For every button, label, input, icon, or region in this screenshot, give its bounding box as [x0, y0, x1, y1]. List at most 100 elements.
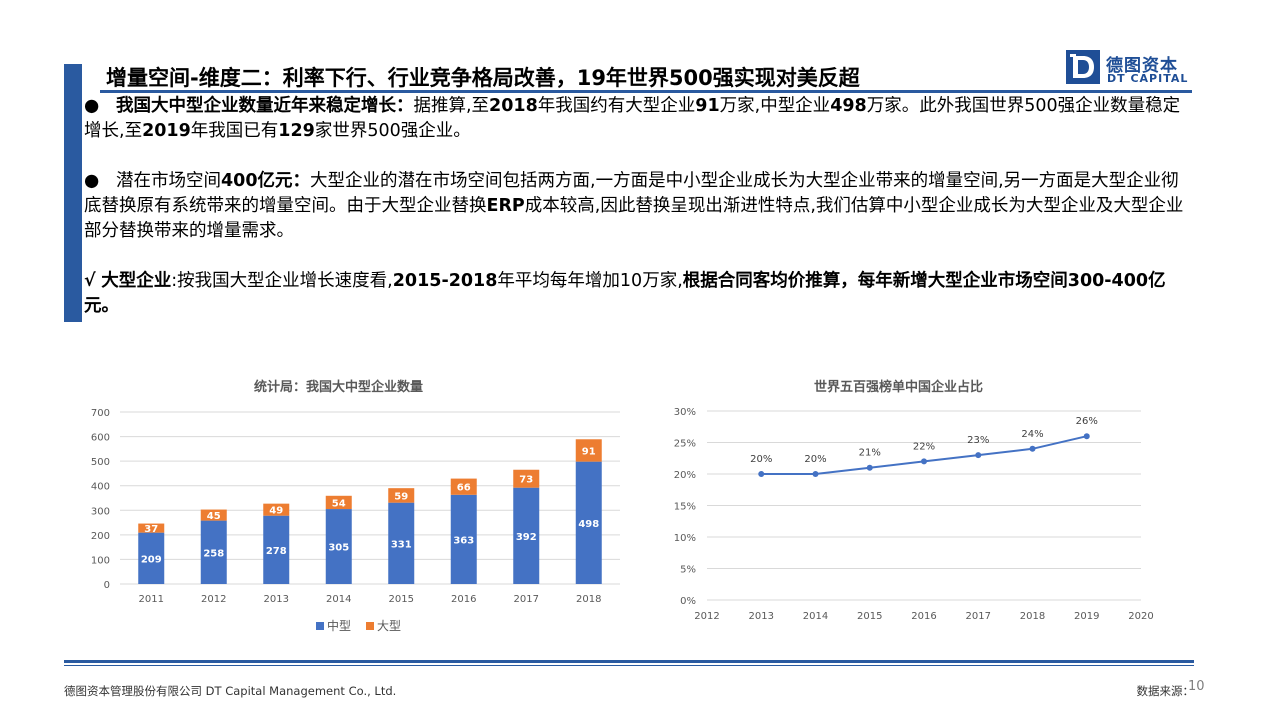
- y-tick-label: 100: [91, 555, 110, 566]
- text-run: :按我国大型企业增长速度看,: [171, 271, 393, 291]
- bar-value-label: 498: [578, 519, 599, 530]
- text-run: 万家,中型企业: [719, 96, 831, 116]
- data-point: [1029, 445, 1036, 452]
- logo-text-en: DT CAPITAL: [1107, 72, 1189, 85]
- bar-value-label: 66: [457, 483, 471, 494]
- legend-label: 中型: [327, 618, 351, 633]
- text-run: 家世界500强企业。: [314, 121, 471, 141]
- x-tick-label: 2016: [911, 611, 936, 622]
- paragraph-large-enterprise: √ 大型企业:按我国大型企业增长速度看,2015-2018年平均每年增加10万家…: [84, 269, 1190, 319]
- bar-medium: [388, 502, 415, 584]
- x-tick-label: 2020: [1128, 611, 1153, 622]
- bold-run: 大型企业: [101, 271, 172, 291]
- text-run: 年平均每年增加10万家,: [497, 271, 683, 291]
- x-tick-label: 2019: [1074, 611, 1099, 622]
- footer-company: 德图资本管理股份有限公司 DT Capital Management Co., …: [64, 684, 397, 698]
- data-label: 21%: [859, 448, 881, 459]
- bold-run: 400亿元：: [220, 171, 311, 191]
- paragraph-enterprise-count: ● 我国大中型企业数量近年来稳定增长：据推算,至2018年我国约有大型企业91万…: [84, 94, 1190, 144]
- bar-value-label: 305: [328, 543, 349, 554]
- footer-rule: [64, 660, 1194, 663]
- bold-run: 2019: [142, 121, 191, 141]
- y-tick-label: 400: [91, 482, 110, 493]
- y-tick-label: 20%: [674, 470, 696, 481]
- text-run: 万家。此外我国世界500强企业数量稳定增长,至: [84, 96, 1181, 141]
- data-label: 20%: [750, 454, 772, 465]
- x-tick-label: 2015: [857, 611, 882, 622]
- text-run: 据推算,至: [413, 96, 490, 116]
- bar-medium: [263, 515, 290, 584]
- check-mark: √: [84, 271, 96, 291]
- bar-value-label: 363: [453, 535, 474, 546]
- bar-value-label: 278: [266, 546, 287, 557]
- bar-value-label: 54: [332, 498, 346, 509]
- bar-large: [263, 503, 290, 516]
- text-run: 成本较高,因此替换呈现出渐进性特点,我们估算中小型企业成长为大型企业及大型企业部…: [84, 196, 1184, 241]
- x-tick-label: 2018: [1020, 611, 1045, 622]
- data-point: [975, 452, 982, 459]
- text-run: 大型企业的潜在市场空间包括两方面,一方面是中小型企业成长为大型企业带来的增量空间…: [84, 171, 1179, 216]
- x-tick-label: 2011: [139, 594, 164, 605]
- bar-medium: [138, 532, 165, 584]
- x-tick-label: 2015: [389, 594, 414, 605]
- bar-large: [513, 469, 540, 488]
- data-point: [866, 464, 873, 471]
- bar-medium: [450, 494, 477, 584]
- x-tick-label: 2012: [201, 594, 226, 605]
- x-tick-label: 2016: [451, 594, 476, 605]
- data-point: [1083, 433, 1090, 440]
- legend-swatch: [316, 622, 324, 630]
- x-tick-label: 2014: [803, 611, 828, 622]
- left-accent-bar: [64, 64, 82, 322]
- bullet: ●: [84, 96, 100, 116]
- bar-medium: [575, 461, 602, 584]
- y-tick-label: 300: [91, 506, 110, 517]
- data-label: 20%: [804, 454, 826, 465]
- lead-text: 我国大中型企业数量近年来稳定增长：: [115, 96, 414, 116]
- y-tick-label: 600: [91, 433, 110, 444]
- bar-large: [138, 523, 165, 533]
- y-tick-label: 5%: [680, 565, 696, 576]
- x-tick-label: 2014: [326, 594, 351, 605]
- bar-large: [575, 439, 602, 462]
- x-tick-label: 2017: [514, 594, 539, 605]
- bar-large: [200, 509, 227, 521]
- bar-value-label: 392: [516, 532, 537, 543]
- bar-chart-title: 统计局：我国大中型企业数量: [254, 380, 424, 395]
- bar-value-label: 209: [141, 554, 162, 565]
- data-label: 26%: [1076, 416, 1098, 427]
- y-tick-label: 25%: [674, 439, 696, 450]
- bar-value-label: 37: [144, 524, 158, 535]
- data-point: [921, 458, 927, 465]
- data-point: [812, 471, 819, 477]
- y-tick-label: 0: [104, 580, 110, 591]
- bar-chart: 0 100 200 300 400 500 600 700 209 37 2011 258 45 2012…: [91, 408, 620, 633]
- bar-value-label: 73: [519, 475, 533, 486]
- bar-value-label: 331: [391, 539, 412, 550]
- bold-run: 498: [830, 96, 867, 116]
- page-title: 增量空间-维度二：利率下行、行业竞争格局改善，19年世界500强实现对美反超: [106, 66, 860, 90]
- bar-large: [325, 495, 352, 510]
- x-tick-label: 2018: [576, 594, 601, 605]
- bar-medium: [325, 509, 352, 584]
- dt-logo-icon: [1066, 50, 1100, 84]
- bold-run: 2015-2018: [392, 271, 498, 291]
- x-tick-label: 2013: [749, 611, 774, 622]
- bar-value-label: 91: [582, 446, 596, 457]
- bar-large: [450, 478, 477, 495]
- text-run: 潜在市场空间: [115, 171, 221, 191]
- data-label: 23%: [967, 435, 989, 446]
- y-tick-label: 700: [91, 408, 110, 419]
- paragraph-market-space: ● 潜在市场空间400亿元：大型企业的潜在市场空间包括两方面,一方面是中小型企业…: [84, 169, 1190, 244]
- x-tick-label: 2013: [264, 594, 289, 605]
- y-tick-label: 200: [91, 531, 110, 542]
- bar-value-label: 49: [269, 506, 283, 517]
- data-label: 22%: [913, 441, 935, 452]
- y-tick-label: 15%: [674, 502, 696, 513]
- bold-run: 129: [278, 121, 315, 141]
- bar-large: [388, 488, 415, 503]
- company-logo: 德图资本 DT CAPITAL: [1066, 50, 1192, 86]
- bold-run: 根据合同客均价推算，每年新增大型企业市场空间300-400亿元。: [84, 271, 1166, 316]
- legend-swatch: [366, 622, 374, 630]
- bold-run: 91: [695, 96, 720, 116]
